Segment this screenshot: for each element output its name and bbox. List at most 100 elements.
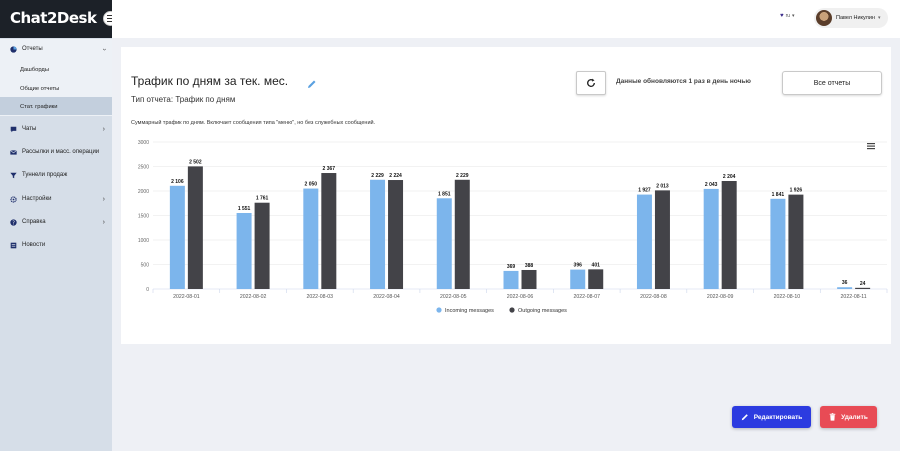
incoming-bar xyxy=(636,194,652,289)
outgoing-bar xyxy=(521,269,537,289)
user-menu[interactable]: Павел Никулин ▾ xyxy=(814,8,888,28)
sidebar-subitem-stat-charts[interactable]: Стат. графики xyxy=(20,104,58,110)
logo[interactable]: Chat2Desk xyxy=(10,9,97,27)
mail-icon xyxy=(10,149,17,156)
x-tick-label: 2022-08-09 xyxy=(707,294,734,300)
x-tick-label: 2022-08-10 xyxy=(774,294,801,300)
edit-button-label: Редактировать xyxy=(753,413,803,421)
legend-incoming-marker xyxy=(436,307,442,313)
data-label: 24 xyxy=(860,281,866,287)
incoming-bar xyxy=(303,188,319,289)
sidebar-item-mailings[interactable]: Рассылки и масс. операции xyxy=(0,142,112,162)
y-tick-label: 500 xyxy=(141,263,150,269)
outgoing-bar xyxy=(588,269,604,289)
traffic-chart: 0 500 1000 1500 2000 2500 3000 2022-08-01 2 106 2… xyxy=(138,140,888,314)
sidebar-item-funnels[interactable]: Туннели продаж xyxy=(0,165,112,185)
y-tick-label: 2500 xyxy=(138,165,149,171)
chart-menu-icon xyxy=(867,145,875,147)
data-label: 388 xyxy=(525,263,534,269)
language-switcher[interactable]: ♥ ru ▾ xyxy=(780,13,795,19)
sidebar-item-help[interactable]: ? Справка › xyxy=(0,212,112,232)
edit-button[interactable]: Редактировать xyxy=(732,406,811,428)
outgoing-bar xyxy=(254,202,270,289)
refresh-button[interactable] xyxy=(576,71,606,95)
flag-icon: ♥ xyxy=(780,13,784,19)
data-label: 36 xyxy=(842,280,848,286)
x-tick-label: 2022-08-06 xyxy=(507,294,534,300)
outgoing-bar xyxy=(788,194,804,289)
x-tick-label: 2022-08-11 xyxy=(841,294,867,300)
data-label: 2 502 xyxy=(189,159,202,165)
legend-incoming-label: Incoming messages xyxy=(445,308,494,314)
data-label: 1 851 xyxy=(438,191,451,197)
data-label: 2 229 xyxy=(456,173,469,179)
funnel-icon xyxy=(10,172,17,179)
data-label: 2 367 xyxy=(323,166,336,172)
incoming-bar xyxy=(370,179,386,289)
data-label: 2 043 xyxy=(705,182,718,188)
incoming-bar xyxy=(236,213,252,289)
x-tick-label: 2022-08-01 xyxy=(173,294,200,300)
data-label: 401 xyxy=(592,262,601,268)
chart-menu-icon xyxy=(867,148,875,150)
edit-title-icon[interactable] xyxy=(307,76,317,94)
pie-chart-icon xyxy=(10,45,17,53)
sidebar-item-label: Настройки xyxy=(22,196,52,202)
data-label: 1 841 xyxy=(772,192,785,198)
sidebar-item-settings[interactable]: Настройки › xyxy=(0,189,112,209)
x-tick-label: 2022-08-07 xyxy=(573,294,600,300)
data-label: 396 xyxy=(574,263,583,269)
news-icon xyxy=(10,242,17,249)
y-tick-label: 1500 xyxy=(138,214,149,220)
chart-menu-icon xyxy=(867,143,875,145)
sidebar-subitem-dashboards[interactable]: Дашборды xyxy=(20,67,49,73)
all-reports-button[interactable]: Все отчеты xyxy=(782,71,882,95)
topbar: ♥ ru ▾ Павел Никулин ▾ xyxy=(112,0,900,38)
sidebar-item-news[interactable]: Новости xyxy=(0,235,112,255)
sidebar-item-reports[interactable]: Отчеты › xyxy=(0,39,112,59)
gear-icon xyxy=(10,195,17,203)
incoming-bar xyxy=(837,287,853,289)
chevron-right-icon: › xyxy=(102,195,105,203)
x-tick-label: 2022-08-03 xyxy=(307,294,334,300)
x-tick-label: 2022-08-04 xyxy=(373,294,400,300)
report-title: Трафик по дням за тек. мес. xyxy=(131,74,289,88)
sidebar-item-label: Чаты xyxy=(22,126,37,132)
sidebar-subitem-general-reports[interactable]: Общие отчеты xyxy=(20,86,60,92)
sidebar-item-chats[interactable]: Чаты › xyxy=(0,119,112,139)
language-code: ru xyxy=(785,13,791,19)
sidebar-item-label: Рассылки и масс. операции xyxy=(22,149,100,155)
y-tick-label: 1000 xyxy=(138,238,149,244)
chevron-down-icon: › xyxy=(100,47,108,51)
outgoing-bar xyxy=(721,181,737,289)
hamburger-icon-line xyxy=(107,18,114,19)
delete-button[interactable]: Удалить xyxy=(820,406,877,428)
y-tick-label: 0 xyxy=(146,287,149,293)
data-label: 2 106 xyxy=(171,179,184,185)
user-name: Павел Никулин xyxy=(836,15,875,21)
chevron-right-icon: › xyxy=(102,125,105,133)
hamburger-icon-line xyxy=(107,21,114,22)
outgoing-bar xyxy=(321,173,337,289)
delete-button-label: Удалить xyxy=(841,413,868,421)
y-tick-label: 2000 xyxy=(138,189,149,195)
incoming-bar xyxy=(703,188,719,289)
pencil-icon xyxy=(741,414,748,421)
data-label: 2 013 xyxy=(656,183,669,189)
data-label: 2 224 xyxy=(389,173,402,179)
incoming-bar xyxy=(570,269,586,289)
update-note: Данные обновляются 1 раз в день ночью xyxy=(616,78,751,85)
report-type: Тип отчета: Трафик по дням xyxy=(131,95,236,104)
report-card: Трафик по дням за тек. мес. Тип отчета: … xyxy=(121,47,891,344)
help-icon: ? xyxy=(10,218,17,226)
x-tick-label: 2022-08-08 xyxy=(640,294,667,300)
chevron-down-icon: ▾ xyxy=(877,15,881,21)
data-label: 2 204 xyxy=(723,174,736,180)
incoming-bar xyxy=(436,198,452,289)
hamburger-icon xyxy=(107,15,114,16)
chevron-down-icon: ▾ xyxy=(792,13,795,19)
data-label: 2 229 xyxy=(371,173,384,179)
avatar xyxy=(816,10,832,26)
chevron-right-icon: › xyxy=(102,218,105,226)
incoming-bar xyxy=(169,185,185,289)
